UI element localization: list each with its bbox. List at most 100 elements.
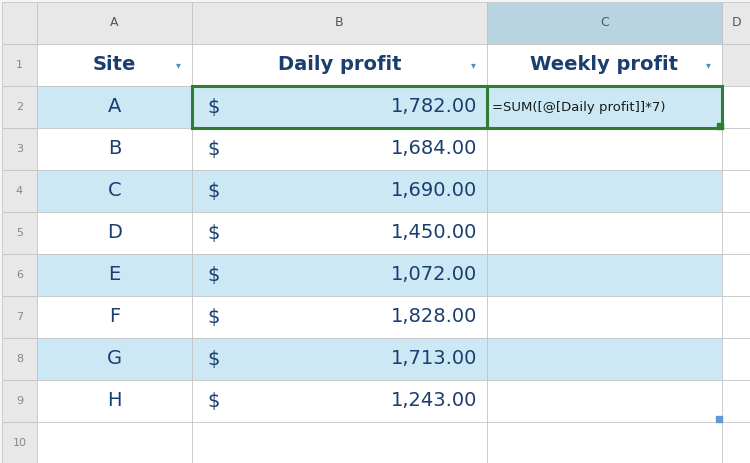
Text: 8: 8 [16, 354, 23, 364]
Bar [192, 296, 487, 338]
Text: A: A [110, 17, 118, 30]
Text: 1,713.00: 1,713.00 [391, 350, 477, 369]
Text: $: $ [208, 224, 220, 243]
Bar [192, 170, 487, 212]
Bar [722, 86, 750, 128]
Bar [37, 170, 192, 212]
Text: =SUM([@[Daily profit]]*7): =SUM([@[Daily profit]]*7) [492, 100, 665, 113]
Bar [37, 128, 192, 170]
Text: 5: 5 [16, 228, 23, 238]
Text: 1,684.00: 1,684.00 [391, 139, 477, 158]
Bar [2, 254, 37, 296]
Text: Site: Site [93, 56, 136, 75]
Bar [2, 2, 37, 44]
Text: 4: 4 [16, 186, 23, 196]
Bar [2, 170, 37, 212]
Bar [722, 254, 750, 296]
Bar [487, 170, 722, 212]
Text: 1,828.00: 1,828.00 [391, 307, 477, 326]
Bar [37, 296, 192, 338]
Bar [37, 212, 192, 254]
Text: 7: 7 [16, 312, 23, 322]
Text: D: D [107, 224, 122, 243]
Text: B: B [335, 17, 344, 30]
Bar [192, 422, 487, 463]
Bar [487, 128, 722, 170]
Bar [722, 296, 750, 338]
Text: 1,450.00: 1,450.00 [391, 224, 477, 243]
Text: ▾: ▾ [470, 60, 476, 70]
Bar [37, 44, 192, 86]
Bar [487, 44, 722, 86]
Bar [487, 86, 722, 128]
Bar [37, 380, 192, 422]
Bar [192, 212, 487, 254]
Text: $: $ [208, 350, 220, 369]
Text: 1: 1 [16, 60, 23, 70]
Bar [37, 422, 192, 463]
Bar [722, 128, 750, 170]
Text: C: C [108, 181, 122, 200]
Bar [37, 254, 192, 296]
Bar [37, 86, 192, 128]
Bar [487, 86, 722, 128]
Bar [2, 44, 37, 86]
Text: $: $ [208, 98, 220, 117]
Text: $: $ [208, 392, 220, 411]
Bar [2, 380, 37, 422]
Text: 1,690.00: 1,690.00 [391, 181, 477, 200]
Bar [37, 338, 192, 380]
Bar [722, 2, 750, 44]
Text: $: $ [208, 265, 220, 284]
Bar [722, 380, 750, 422]
Bar [192, 380, 487, 422]
Bar [192, 2, 487, 44]
Bar [487, 380, 722, 422]
Text: $: $ [208, 139, 220, 158]
Bar [487, 338, 722, 380]
Text: ▾: ▾ [176, 60, 181, 70]
Text: F: F [109, 307, 120, 326]
Text: Daily profit: Daily profit [278, 56, 401, 75]
Bar [2, 422, 37, 463]
Text: $: $ [208, 307, 220, 326]
Bar [2, 212, 37, 254]
Bar [2, 128, 37, 170]
Bar [722, 422, 750, 463]
Text: 10: 10 [13, 438, 26, 448]
Bar [192, 128, 487, 170]
Text: 3: 3 [16, 144, 23, 154]
Text: E: E [108, 265, 121, 284]
Bar [2, 86, 37, 128]
Text: 9: 9 [16, 396, 23, 406]
Bar [487, 212, 722, 254]
Text: C: C [600, 17, 609, 30]
Bar [2, 296, 37, 338]
Text: H: H [107, 392, 122, 411]
Text: G: G [107, 350, 122, 369]
Bar [487, 296, 722, 338]
Text: Weekly profit: Weekly profit [530, 56, 679, 75]
Bar [192, 338, 487, 380]
Text: ▾: ▾ [706, 60, 710, 70]
Bar [192, 254, 487, 296]
Text: A: A [108, 98, 122, 117]
Bar [2, 338, 37, 380]
Bar [192, 44, 487, 86]
Text: 1,782.00: 1,782.00 [391, 98, 477, 117]
Text: 1,243.00: 1,243.00 [391, 392, 477, 411]
Bar [192, 86, 487, 128]
Text: D: D [732, 17, 742, 30]
Bar [722, 338, 750, 380]
Text: $: $ [208, 181, 220, 200]
Bar [37, 2, 192, 44]
Text: 2: 2 [16, 102, 23, 112]
Bar [487, 254, 722, 296]
Bar [192, 86, 487, 128]
Text: 1,072.00: 1,072.00 [391, 265, 477, 284]
Text: 6: 6 [16, 270, 23, 280]
Bar [722, 170, 750, 212]
Bar [487, 422, 722, 463]
Text: B: B [108, 139, 122, 158]
Bar [487, 2, 722, 44]
